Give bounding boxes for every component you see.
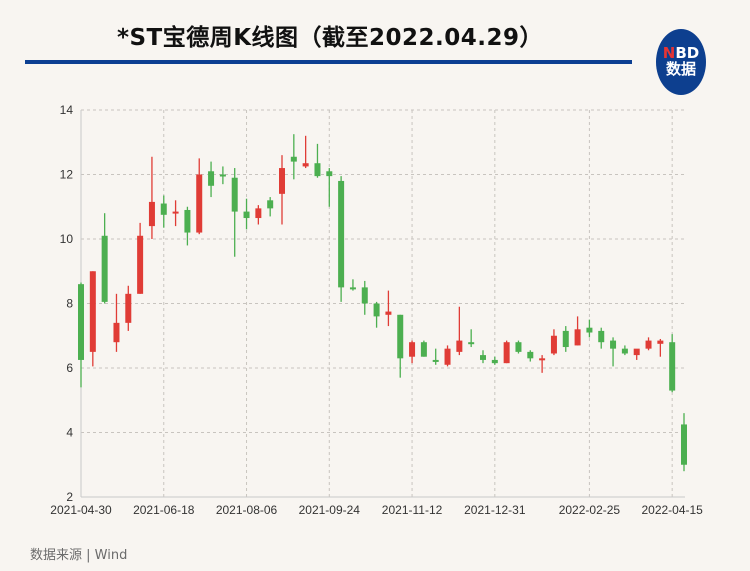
- y-tick-label: 10: [60, 232, 74, 246]
- candle-up: [444, 345, 451, 367]
- candle-down: [361, 280, 368, 315]
- candle-up: [409, 340, 416, 364]
- candle-up: [574, 316, 581, 346]
- x-tick-label: 2021-12-31: [464, 503, 526, 517]
- candle-down: [243, 198, 250, 230]
- candle-up: [279, 155, 285, 225]
- candle-down: [527, 350, 534, 362]
- candle-down: [610, 337, 617, 367]
- y-tick-label: 2: [66, 490, 73, 504]
- candle-up: [125, 285, 132, 331]
- candle-up: [657, 338, 664, 357]
- axes: 2 4 6 8 10 12 14 2021-04-30 2021-06-18 2021-08-06…: [50, 103, 703, 517]
- y-tick-label: 12: [60, 168, 74, 182]
- candle-up: [645, 337, 652, 351]
- x-tick-label: 2021-04-30: [50, 503, 112, 517]
- y-tick-label: 4: [66, 426, 73, 440]
- candle-down: [515, 340, 522, 354]
- candle-down: [290, 134, 297, 180]
- grid-lines: [81, 109, 685, 497]
- candle-up: [539, 355, 546, 373]
- candle-down: [681, 413, 687, 472]
- candle-down: [78, 282, 84, 388]
- x-tick-label: 2021-11-12: [382, 503, 443, 517]
- candle-down: [432, 348, 439, 365]
- logo-data: 数据: [665, 60, 696, 78]
- candle-down: [219, 166, 226, 185]
- candle-down: [231, 168, 238, 257]
- candle-up: [456, 306, 463, 356]
- candles: [78, 134, 687, 472]
- candle-up: [255, 205, 262, 225]
- candle-down: [468, 329, 475, 348]
- candle-down: [586, 319, 593, 338]
- x-tick-label: 2021-08-06: [216, 503, 278, 517]
- data-source: 数据来源 | Wind: [30, 548, 128, 563]
- candle-down: [338, 176, 345, 302]
- candle-down: [160, 195, 167, 228]
- x-tick-label: 2022-02-25: [559, 503, 621, 517]
- candle-up: [633, 348, 640, 360]
- candle-up: [148, 156, 155, 239]
- candle-down: [208, 161, 215, 198]
- candle-down: [101, 213, 108, 304]
- candle-down: [373, 301, 380, 328]
- x-tick-label: 2022-04-15: [641, 503, 703, 517]
- candle-up: [196, 158, 203, 235]
- candle-up: [302, 135, 309, 169]
- candle-down: [480, 350, 486, 364]
- candle-up: [550, 329, 557, 356]
- candle-down: [420, 340, 427, 357]
- candle-up: [137, 222, 144, 294]
- logo-n: N: [662, 44, 676, 63]
- x-tick-label: 2021-06-18: [133, 503, 195, 517]
- candle-down: [267, 197, 274, 217]
- candle-up: [385, 290, 392, 327]
- y-tick-label: 6: [66, 361, 73, 375]
- candle-up: [172, 200, 179, 227]
- chart-title: *ST宝德周K线图（截至2022.04.29）: [116, 25, 544, 51]
- candle-up: [113, 293, 120, 352]
- nbd-logo: NBD 数据: [656, 29, 706, 95]
- candle-down: [669, 334, 676, 393]
- x-tick-label: 2021-09-24: [299, 503, 361, 517]
- candle-down: [621, 345, 628, 356]
- candle-down: [314, 143, 321, 178]
- candle-down: [184, 206, 191, 246]
- candle-down: [598, 327, 605, 349]
- candle-down: [349, 279, 356, 291]
- y-tick-label: 14: [60, 103, 74, 117]
- y-tick-label: 8: [66, 297, 73, 311]
- logo-bd: BD: [675, 44, 700, 63]
- title-underline: [25, 60, 632, 64]
- candle-up: [503, 340, 510, 364]
- candle-down: [491, 356, 498, 365]
- candle-down: [397, 314, 404, 378]
- candle-down: [326, 168, 333, 207]
- candle-down: [562, 326, 569, 352]
- candle-up: [89, 271, 96, 367]
